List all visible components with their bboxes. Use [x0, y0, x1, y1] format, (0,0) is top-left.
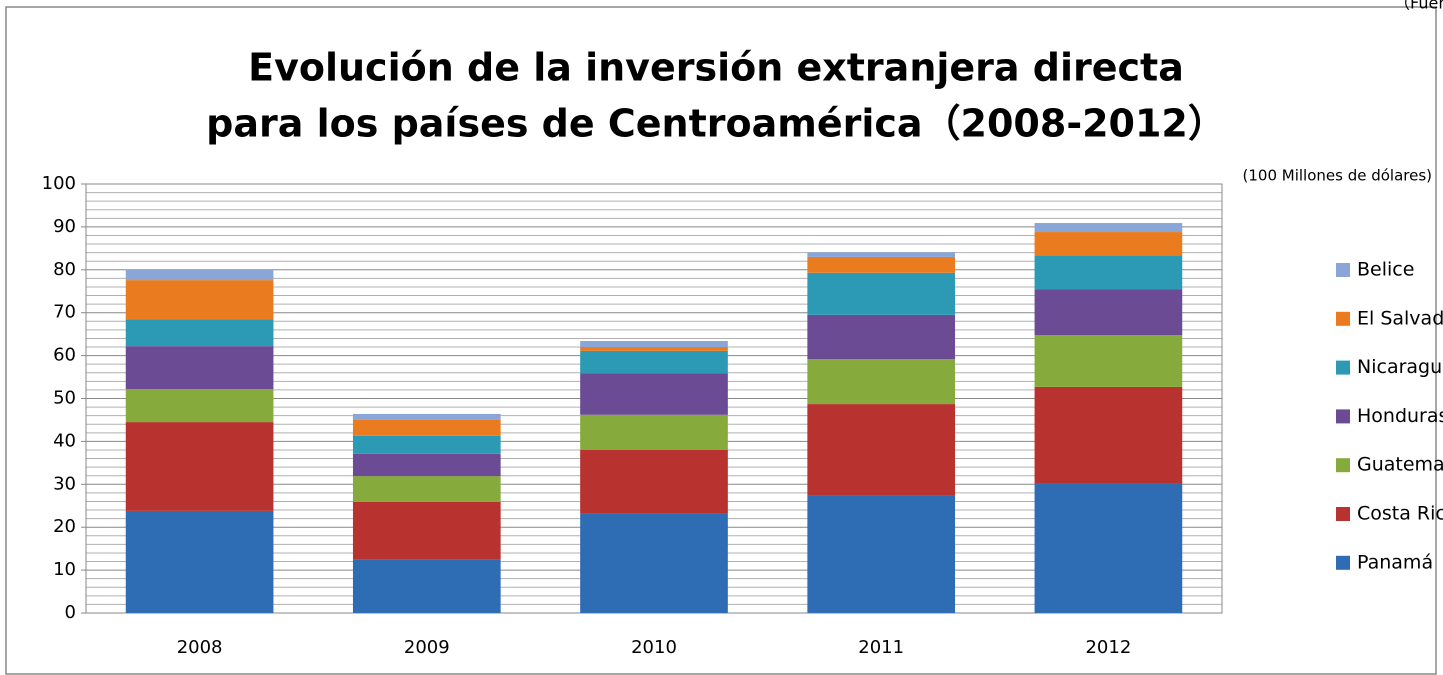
y-tick-label: 50 — [53, 388, 76, 409]
legend-label: Panamá — [1357, 551, 1433, 573]
bar-segment — [807, 404, 956, 496]
y-tick-label: 80 — [53, 259, 76, 280]
y-tick-label: 70 — [53, 302, 76, 323]
x-tick-label: 2010 — [631, 637, 677, 658]
y-tick-label: 30 — [53, 473, 76, 494]
bar-segment — [1034, 335, 1183, 387]
y-tick-label: 40 — [53, 430, 76, 451]
bar-segment — [125, 422, 274, 511]
y-tick-label: 0 — [65, 602, 76, 623]
chart-subtitle: para los países de Centroamérica（2008-20… — [206, 102, 1226, 146]
bar-segment — [807, 272, 956, 315]
y-tick-label: 100 — [42, 173, 76, 194]
y-tick-label: 20 — [53, 516, 76, 537]
chart-title: Evolución de la inversión extranjera dir… — [248, 46, 1184, 90]
x-tick-label: 2012 — [1085, 637, 1131, 658]
y-tick-label: 60 — [53, 345, 76, 366]
y-tick-label: 90 — [53, 216, 76, 237]
legend-label: Costa Rica — [1357, 503, 1443, 525]
bar-segment — [1034, 232, 1183, 256]
bar-segment — [807, 314, 956, 360]
bar-segment — [580, 341, 728, 348]
legend-swatch — [1336, 555, 1350, 570]
legend-swatch — [1336, 263, 1350, 277]
legend-swatch — [1336, 458, 1350, 473]
bar-segment — [125, 319, 274, 347]
bar-segment — [1034, 386, 1183, 484]
bar-segment — [125, 280, 274, 320]
x-tick-label: 2011 — [858, 637, 904, 658]
bar-segment — [580, 373, 728, 415]
bar-segment — [352, 501, 501, 560]
bar-segment — [352, 419, 501, 436]
legend-swatch — [1336, 360, 1350, 375]
bar-segment — [1034, 223, 1183, 233]
legend-swatch — [1336, 311, 1350, 326]
bar-segment — [1034, 289, 1183, 336]
bar-segment — [580, 414, 728, 450]
bar-segment — [1034, 255, 1183, 290]
bar-segment — [580, 449, 728, 514]
legend-swatch — [1336, 409, 1350, 424]
y-tick-label: 10 — [53, 559, 76, 580]
bar-segment — [1034, 483, 1183, 613]
bar-segment — [352, 435, 501, 454]
legend-label: Honduras — [1357, 405, 1443, 427]
bar-segment — [125, 346, 274, 390]
unit-note: (100 Millones de dólares) — [1243, 167, 1433, 185]
bar-segment — [580, 347, 728, 351]
legend-label: Nicaragua — [1357, 356, 1443, 378]
x-tick-label: 2009 — [404, 637, 450, 658]
legend-label: Guatemala — [1357, 454, 1443, 476]
bar-segment — [125, 269, 274, 281]
source-note: （Fuente: BM — [1394, 0, 1443, 13]
bar-segment — [580, 513, 728, 613]
legend-label: El Salvador — [1357, 307, 1443, 329]
x-tick-label: 2008 — [177, 637, 223, 658]
bar-segment — [807, 359, 956, 405]
legend-swatch — [1336, 507, 1350, 521]
bar-segment — [352, 559, 501, 613]
bar-segment — [125, 389, 274, 423]
bar-segment — [807, 495, 956, 613]
legend-label: Belice — [1357, 259, 1414, 281]
bar-segment — [352, 476, 501, 502]
bar-segment — [807, 256, 956, 273]
bar-segment — [125, 510, 274, 613]
bar-segment — [807, 252, 956, 257]
bar-segment — [580, 350, 728, 374]
bar-segment — [352, 453, 501, 477]
bar-segment — [352, 413, 501, 420]
